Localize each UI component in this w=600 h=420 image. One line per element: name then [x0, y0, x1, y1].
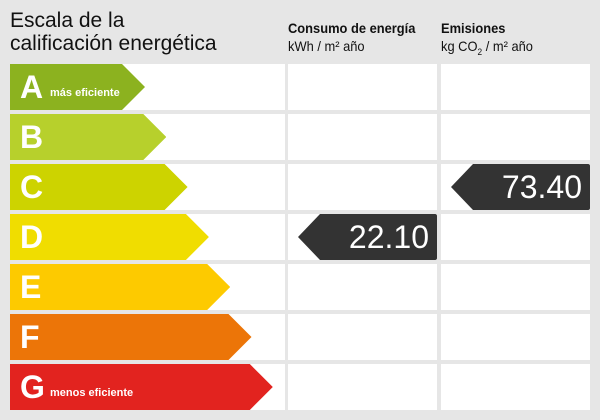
emisiones-cell — [441, 114, 590, 160]
consumo-cell — [288, 114, 437, 160]
class-arrow-g: G menos eficiente — [10, 364, 273, 410]
unit-b: / m² año — [482, 38, 533, 54]
class-arrow-a: A más eficiente — [10, 64, 145, 110]
emisiones-cell — [441, 364, 590, 410]
class-arrow-d: D — [10, 214, 209, 260]
unit-sub: 2 — [477, 46, 483, 57]
class-letter: G — [20, 369, 45, 405]
consumo-cell — [288, 164, 437, 210]
class-letter: D — [20, 219, 44, 255]
consumo-header: Consumo de energía kWh / m² año — [288, 19, 415, 55]
class-label: más eficiente — [50, 87, 120, 99]
class-arrow-b: B — [10, 114, 167, 160]
title-line2: calificación energética — [10, 32, 217, 55]
emisiones-cell — [441, 264, 590, 310]
emisiones-title: Emisiones — [441, 20, 506, 36]
class-letter: F — [20, 319, 40, 355]
class-arrow-e: E — [10, 264, 231, 310]
consumo-cell — [288, 64, 437, 110]
consumo-cell — [288, 264, 437, 310]
title: Escala de la calificación energética — [10, 9, 217, 55]
consumo-value: 22.10 — [348, 219, 429, 255]
emisiones-cell — [441, 314, 590, 360]
title-line1: Escala de la — [10, 9, 125, 32]
class-letter: B — [20, 119, 44, 155]
consumo-value-marker: 22.10 — [298, 214, 437, 260]
consumo-title: Consumo de energía — [288, 20, 416, 36]
emisiones-header: Emisiones kg CO2 / m² año — [441, 19, 533, 61]
class-label: menos eficiente — [50, 387, 134, 399]
class-arrow-c: C — [10, 164, 188, 210]
emisiones-cell — [441, 214, 590, 260]
unit-a: kg CO — [441, 38, 478, 54]
emisiones-cell — [441, 64, 590, 110]
emisiones-unit: kg CO2 / m² año — [441, 37, 533, 61]
class-letter: A — [20, 69, 44, 105]
consumo-cell — [288, 364, 437, 410]
class-arrow-f: F — [10, 314, 252, 360]
emisiones-value: 73.40 — [501, 169, 582, 205]
consumo-cell — [288, 314, 437, 360]
class-letter: C — [20, 169, 44, 205]
class-letter: E — [20, 269, 42, 305]
consumo-unit: kWh / m² año — [288, 38, 365, 54]
emisiones-value-marker: 73.40 — [451, 164, 590, 210]
